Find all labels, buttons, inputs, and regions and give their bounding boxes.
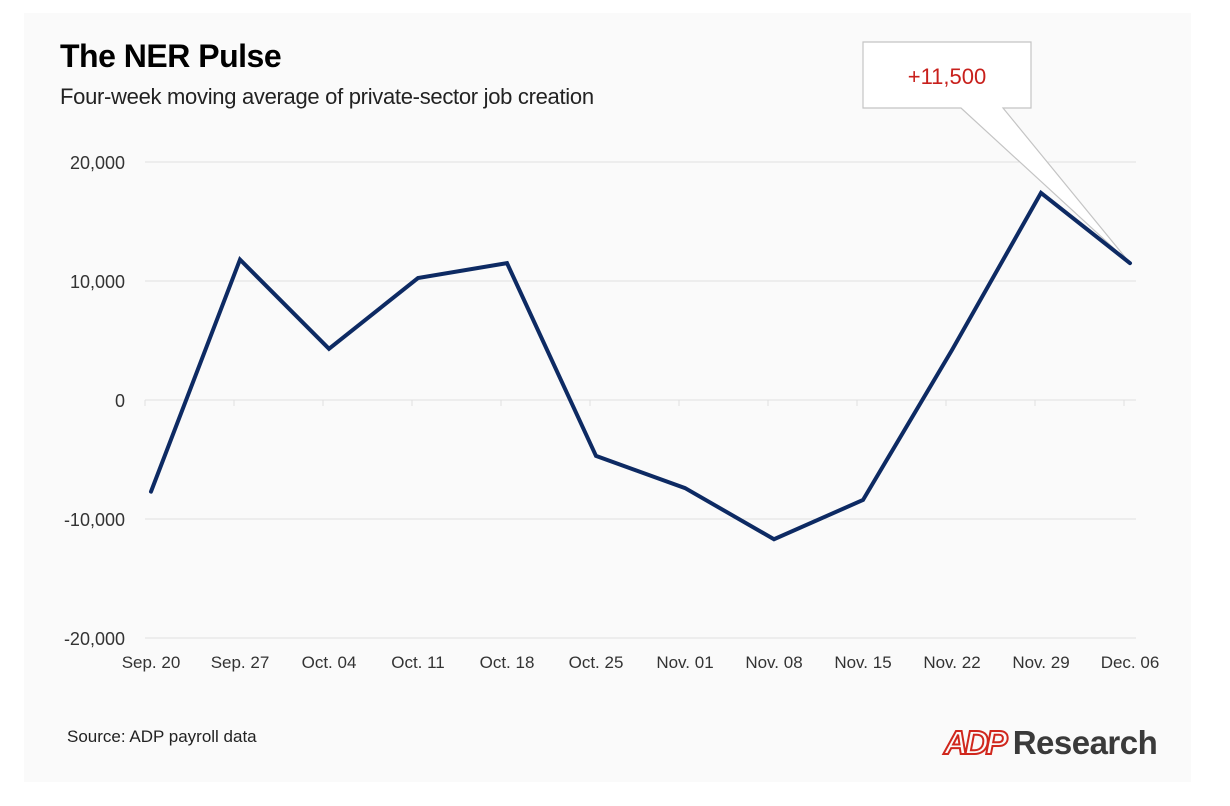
gridlines <box>145 161 1136 639</box>
series-line <box>149 189 1132 542</box>
x-tick-label: Sep. 27 <box>211 653 270 672</box>
x-tick-label: Oct. 04 <box>302 653 357 672</box>
y-tick-label: 20,000 <box>70 153 125 173</box>
chart-subtitle: Four-week moving average of private-sect… <box>60 84 594 109</box>
y-tick-label: -20,000 <box>64 629 125 649</box>
x-tick-label: Nov. 08 <box>745 653 802 672</box>
logo-research-text: Research <box>1012 723 1158 761</box>
x-axis-labels: Sep. 20 Sep. 27 Oct. 04 Oct. 11 Oct. 18 Oct. … <box>122 653 1160 672</box>
adp-research-logo: ADP Research <box>943 722 1158 762</box>
callout-label: +11,500 <box>908 64 987 89</box>
x-tick-label: Dec. 06 <box>1101 653 1160 672</box>
x-tick-label: Oct. 11 <box>391 653 445 672</box>
x-tick-label: Sep. 20 <box>122 653 181 672</box>
x-axis-ticks <box>144 400 1125 406</box>
y-tick-label: -10,000 <box>64 510 125 530</box>
x-tick-label: Nov. 22 <box>923 653 980 672</box>
y-tick-label: 10,000 <box>70 272 125 292</box>
x-tick-label: Nov. 01 <box>656 653 713 672</box>
y-axis-labels: 20,000 10,000 0 -10,000 -20,000 <box>64 153 125 649</box>
y-tick-label: 0 <box>115 391 125 411</box>
x-tick-label: Oct. 25 <box>569 653 624 672</box>
x-tick-label: Oct. 18 <box>480 653 535 672</box>
x-tick-label: Nov. 15 <box>834 653 891 672</box>
adp-logo-mark: ADP <box>943 723 1009 761</box>
callout-box <box>862 41 1131 264</box>
x-tick-label: Nov. 29 <box>1012 653 1069 672</box>
value-callout: +11,500 <box>862 41 1131 264</box>
source-note: Source: ADP payroll data <box>67 727 257 746</box>
chart-title: The NER Pulse <box>60 38 282 74</box>
